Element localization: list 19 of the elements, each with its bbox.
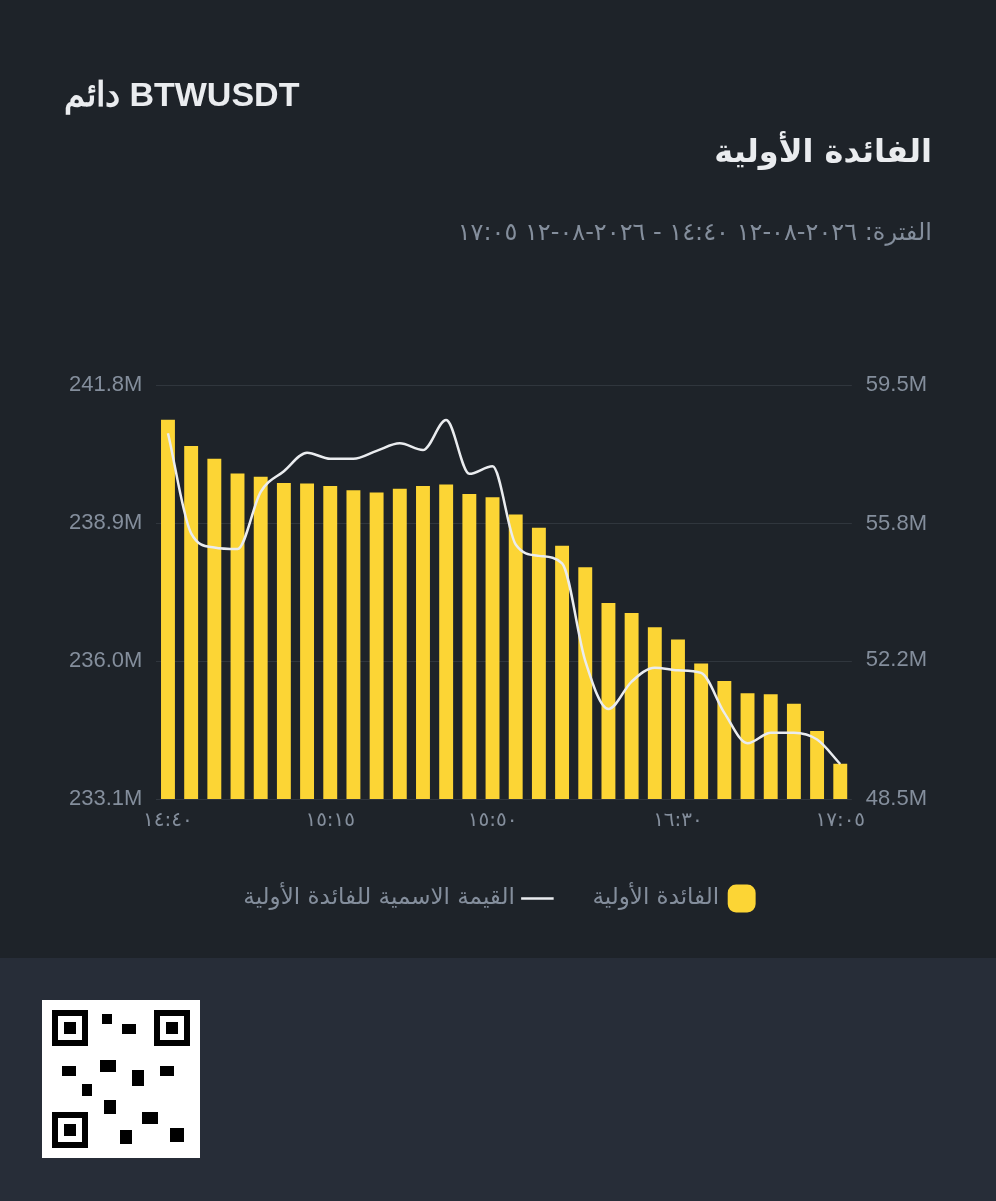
y2-tick-label: 55.8M [865,510,928,536]
x-tick-label: ١٦:٣٠ [653,807,703,832]
y-tick-label: 236.0M [68,647,143,673]
x-tick-label: ١٥:١٥ [305,807,356,832]
legend-label: القيمة الاسمية للفائدة الأولية [243,882,515,911]
y2-tick-label: 48.5M [865,785,928,811]
line-series [166,418,842,766]
text: الفترة: ٢٠٢٦-٠٨-١٢ ١٤:٤٠ - ٢٠٢٦-٠٨-١٢ ١٧:٠٥ [457,218,932,246]
y-tick-label: 241.8M [68,371,143,397]
chart-subtitle: الفائدة الأولية [714,132,932,170]
x-tick-label: ١٧:٠٥ [815,807,866,832]
x-tick-label: ١٥:٥٠ [467,807,518,832]
x-tick-label: ١٤:٤٠ [143,807,193,832]
y2-tick-label: 52.2M [865,645,928,671]
chart-title: دائم BTWUSDT [64,74,300,114]
legend-label: الفائدة الأولية [592,882,720,911]
y-tick-label: 233.1M [68,785,143,811]
y2-tick-label: 59.5M [865,371,928,397]
y-tick-label: 238.9M [68,509,143,535]
